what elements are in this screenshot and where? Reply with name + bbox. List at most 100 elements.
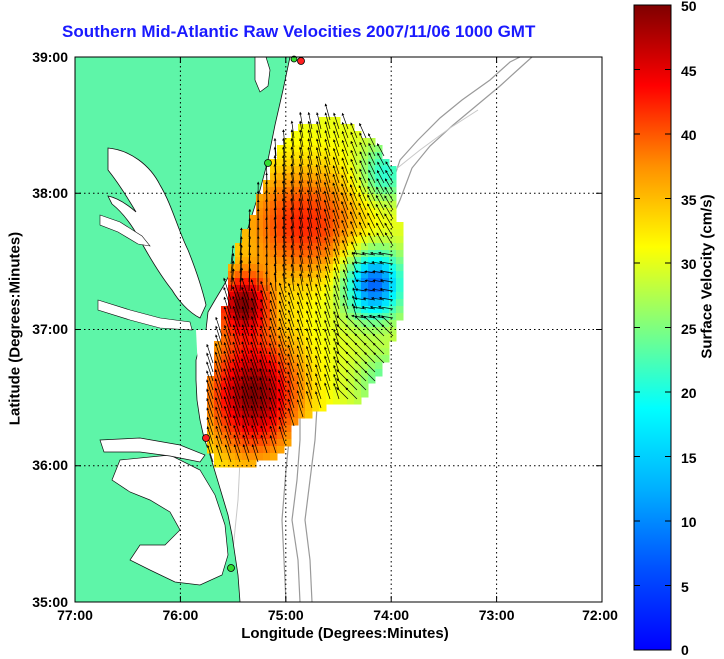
velocity-cell: [382, 243, 390, 251]
velocity-cell: [214, 397, 222, 405]
velocity-cell: [214, 390, 222, 398]
velocity-cell: [298, 376, 306, 384]
velocity-arrow: [358, 211, 367, 229]
velocity-arrow: [250, 332, 259, 355]
velocity-arrow: [363, 342, 376, 355]
velocity-arrow: [306, 216, 313, 238]
velocity-arrow: [332, 228, 340, 247]
velocity-cell: [235, 250, 243, 258]
velocity-arrow: [306, 283, 313, 301]
velocity-cell: [298, 222, 306, 230]
velocity-cell: [312, 229, 320, 237]
velocity-arrow: [268, 377, 277, 400]
velocity-cell: [235, 285, 243, 293]
velocity-arrow: [259, 386, 268, 409]
velocity-arrow: [324, 147, 331, 166]
velocity-cell: [207, 376, 215, 384]
velocity-cell: [333, 285, 341, 293]
velocity-cell: [354, 257, 362, 265]
velocity-cell: [242, 271, 250, 279]
velocity-cell: [361, 271, 369, 279]
velocity-cell: [319, 152, 327, 160]
velocity-cell: [361, 173, 369, 181]
velocity-cell: [298, 390, 306, 398]
velocity-arrow: [350, 140, 358, 157]
velocity-arrow: [297, 283, 304, 301]
velocity-cell: [214, 341, 222, 349]
velocity-cell: [319, 229, 327, 237]
velocity-cell: [221, 439, 229, 447]
velocity-cell: [277, 152, 285, 160]
velocity-arrow: [372, 342, 385, 355]
velocity-cell: [242, 236, 250, 244]
velocity-arrow: [269, 425, 277, 445]
velocity-cell: [361, 334, 369, 342]
velocity-cell: [214, 362, 222, 370]
velocity-arrow: [369, 251, 385, 256]
velocity-arrow: [287, 344, 295, 364]
velocity-cell: [361, 138, 369, 146]
velocity-cell: [291, 306, 299, 314]
velocity-cell: [368, 194, 376, 202]
velocity-arrow: [384, 186, 394, 202]
velocity-arrow: [316, 264, 322, 283]
velocity-cell: [207, 411, 215, 419]
velocity-arrow: [324, 337, 331, 355]
velocity-cell: [361, 369, 369, 377]
velocity-cell: [347, 313, 355, 321]
velocity-cell: [249, 390, 257, 398]
velocity-cell: [382, 208, 390, 216]
velocity-cell: [291, 173, 299, 181]
velocity-arrow: [364, 370, 376, 382]
velocity-cell: [270, 306, 278, 314]
velocity-arrow: [324, 364, 331, 382]
velocity-cell: [312, 250, 320, 258]
velocity-arrow: [364, 361, 376, 373]
velocity-arrow: [287, 380, 295, 400]
velocity-cell: [228, 404, 236, 412]
velocity-cell: [235, 404, 243, 412]
velocity-cell: [375, 362, 383, 370]
velocity-arrow: [239, 267, 244, 292]
velocity-arrow: [377, 170, 385, 184]
velocity-cell: [368, 334, 376, 342]
velocity-arrow: [259, 395, 268, 418]
velocity-cell: [375, 173, 383, 181]
velocity-cell: [354, 341, 362, 349]
colorbar-tick-label: 0: [681, 642, 689, 658]
velocity-cell: [291, 257, 299, 265]
velocity-cell: [214, 460, 222, 468]
velocity-cell: [340, 264, 348, 272]
velocity-arrow: [341, 192, 349, 211]
velocity-cell: [389, 271, 397, 279]
velocity-cell: [235, 278, 243, 286]
velocity-cell: [298, 348, 306, 356]
velocity-cell: [326, 173, 334, 181]
velocity-cell: [326, 327, 334, 335]
velocity-cell: [242, 292, 250, 300]
velocity-cell: [256, 313, 264, 321]
velocity-arrow: [341, 148, 349, 166]
velocity-arrow: [259, 376, 268, 400]
radar-station-marker: [297, 57, 305, 65]
velocity-cell: [277, 278, 285, 286]
velocity-cell: [375, 145, 383, 153]
velocity-cell: [361, 201, 369, 209]
velocity-cell: [340, 271, 348, 279]
velocity-arrow: [223, 350, 232, 373]
velocity-cell: [270, 376, 278, 384]
velocity-cell: [347, 320, 355, 328]
velocity-cell: [375, 292, 383, 300]
velocity-arrow: [315, 226, 322, 247]
velocity-cell: [291, 292, 299, 300]
velocity-arrow: [296, 345, 304, 364]
velocity-cell: [347, 376, 355, 384]
colorbar: [633, 4, 672, 651]
velocity-cell: [291, 215, 299, 223]
velocity-cell: [305, 411, 313, 419]
velocity-cell: [319, 271, 327, 279]
velocity-cell: [354, 355, 362, 363]
velocity-arrow: [250, 349, 259, 373]
velocity-cell: [354, 327, 362, 335]
velocity-cell: [319, 390, 327, 398]
